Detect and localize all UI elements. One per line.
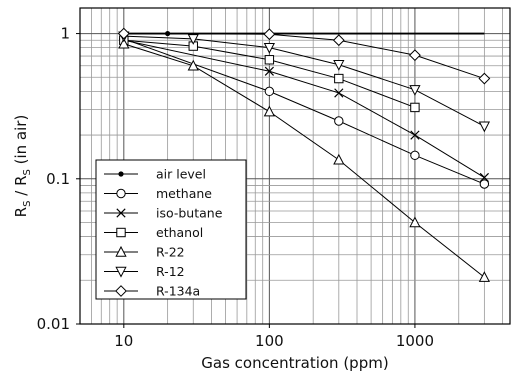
data-point-r-22 xyxy=(187,59,199,71)
data-point-r-12 xyxy=(187,34,199,45)
legend-item-ethanol: ethanol xyxy=(104,225,203,240)
legend-item-r-12: R-12 xyxy=(104,264,185,279)
legend-label-r-22: R-22 xyxy=(156,245,185,260)
legend-label-air-level: air level xyxy=(156,167,206,182)
data-point-methane xyxy=(479,179,490,189)
y-tick-label: 1 xyxy=(60,25,70,43)
data-point-r-134a xyxy=(332,34,345,47)
data-point-ethanol xyxy=(264,55,275,65)
data-point-r-134a xyxy=(409,49,421,62)
legend-label-r-12: R-12 xyxy=(156,264,185,279)
legend-marker-air-level xyxy=(118,171,124,177)
legend-label-methane: methane xyxy=(156,186,212,201)
data-point-r-12 xyxy=(333,60,345,71)
y-title-sub2: S xyxy=(22,169,33,175)
x-axis-title: Gas concentration (ppm) xyxy=(201,354,388,372)
y-title-mid: / R xyxy=(12,176,30,201)
data-point-ethanol xyxy=(334,73,344,84)
data-point-r-22 xyxy=(409,216,421,228)
legend-marker-r-22 xyxy=(115,245,127,257)
y-title-base: R xyxy=(12,207,30,217)
series-r-12 xyxy=(118,31,490,133)
legend-marker-methane xyxy=(116,188,126,199)
y-tick-label: 0.01 xyxy=(37,315,70,333)
series-line-r-12 xyxy=(123,35,485,127)
y-tick-label: 0.1 xyxy=(46,170,70,188)
data-point-methane xyxy=(334,116,344,126)
y-axis-title: RS / RS (in air) xyxy=(12,115,33,218)
legend-marker-r-12 xyxy=(115,266,127,278)
legend-marker-r-134a xyxy=(115,285,127,297)
data-point-iso-butane xyxy=(334,88,344,98)
legend-marker-ethanol xyxy=(116,227,126,238)
legend-item-air-level: air level xyxy=(104,167,206,182)
legend-item-iso-butane: iso-butane xyxy=(104,206,223,221)
legend-label-ethanol: ethanol xyxy=(156,225,203,240)
x-tick-label: 1000 xyxy=(396,332,434,350)
data-point-iso-butane xyxy=(264,66,274,76)
legend-label-r-134a: R-134a xyxy=(156,284,200,299)
data-point-r-134a xyxy=(478,72,491,85)
x-tick-label: 10 xyxy=(114,332,133,350)
data-point-r-134a xyxy=(263,28,276,41)
data-point-iso-butane xyxy=(479,172,489,183)
data-point-r-134a xyxy=(117,27,130,40)
plot-frame xyxy=(79,7,511,325)
legend: air level methane iso-butane ethanol R-22 R-1… xyxy=(95,159,247,300)
series-line-r-22 xyxy=(123,43,485,278)
y-title-sub1: S xyxy=(22,201,33,207)
data-point-r-22 xyxy=(118,37,130,49)
data-point-iso-butane xyxy=(410,130,420,140)
data-point-r-22 xyxy=(478,271,490,282)
legend-label-iso-butane: iso-butane xyxy=(156,206,223,221)
legend-marker-iso-butane xyxy=(116,208,126,218)
data-point-r-22 xyxy=(333,153,345,165)
data-point-methane xyxy=(264,86,275,97)
data-point-ethanol xyxy=(410,102,420,113)
legend-item-r-22: R-22 xyxy=(104,245,185,260)
y-title-tail: (in air) xyxy=(12,115,30,169)
x-tick-label: 100 xyxy=(255,332,284,350)
data-point-r-12 xyxy=(263,42,275,54)
series-lines xyxy=(117,27,491,282)
data-point-r-12 xyxy=(409,85,421,96)
legend-item-methane: methane xyxy=(104,186,212,201)
legend-item-r-134a: R-134a xyxy=(104,284,200,299)
series-r-134a xyxy=(117,27,491,85)
data-point-r-12 xyxy=(478,121,490,133)
data-point-methane xyxy=(410,150,420,161)
axis-ticks: 10 100 1000 0.01 0.1 1 xyxy=(37,25,434,350)
series-r-22 xyxy=(118,37,490,282)
data-point-r-22 xyxy=(263,105,275,117)
grid xyxy=(79,8,510,325)
